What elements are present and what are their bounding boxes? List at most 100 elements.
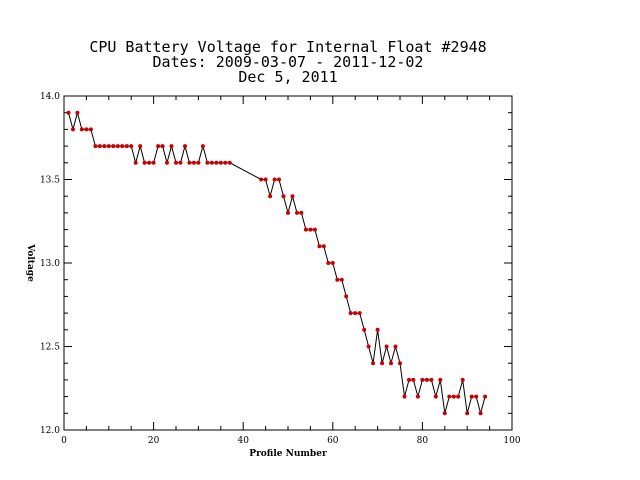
data-point bbox=[299, 210, 304, 215]
data-point bbox=[393, 344, 398, 349]
data-point bbox=[156, 144, 161, 149]
data-point bbox=[97, 144, 102, 149]
data-point bbox=[420, 377, 425, 382]
data-point bbox=[187, 160, 192, 165]
data-point bbox=[263, 177, 268, 182]
data-point bbox=[398, 361, 402, 366]
data-point bbox=[120, 144, 125, 149]
chart-title-line-2: Dates: 2009-03-07 - 2011-12-02 bbox=[153, 53, 424, 71]
x-axis-label: Profile Number bbox=[249, 449, 327, 459]
data-point bbox=[424, 377, 429, 382]
y-tick-label: 13.5 bbox=[40, 176, 60, 186]
data-point bbox=[308, 227, 313, 232]
x-axis-tick-labels: 0 20 40 60 80 100 bbox=[61, 436, 521, 446]
data-point bbox=[277, 177, 281, 182]
data-point bbox=[205, 160, 210, 165]
data-point bbox=[66, 110, 71, 115]
data-point bbox=[79, 127, 84, 132]
data-point bbox=[357, 311, 362, 316]
data-point bbox=[344, 294, 349, 299]
data-point bbox=[389, 361, 393, 366]
data-point bbox=[84, 127, 89, 132]
data-point bbox=[259, 177, 264, 182]
data-point bbox=[272, 177, 277, 182]
data-point bbox=[303, 227, 308, 232]
voltage-series-markers bbox=[66, 110, 488, 416]
data-point bbox=[183, 144, 187, 149]
x-tick-label: 0 bbox=[61, 436, 67, 446]
data-point bbox=[474, 394, 479, 399]
data-point bbox=[71, 127, 75, 132]
data-point bbox=[290, 194, 295, 199]
data-point bbox=[268, 194, 273, 199]
data-point bbox=[375, 327, 380, 332]
data-point bbox=[339, 277, 344, 282]
chart-title-line-1: CPU Battery Voltage for Internal Float #… bbox=[89, 38, 486, 56]
data-point bbox=[483, 394, 488, 399]
data-point bbox=[281, 194, 286, 199]
data-point bbox=[178, 160, 183, 165]
data-point bbox=[133, 160, 138, 165]
data-point bbox=[438, 377, 443, 382]
y-axis-tick-labels: 12.0 12.5 13.0 13.5 14.0 bbox=[40, 92, 60, 436]
y-tick-label: 12.5 bbox=[40, 343, 60, 353]
x-tick-label: 60 bbox=[327, 436, 339, 446]
data-point bbox=[106, 144, 111, 149]
data-point bbox=[353, 311, 358, 316]
data-point bbox=[335, 277, 340, 282]
data-point bbox=[151, 160, 156, 165]
data-point bbox=[223, 160, 228, 165]
data-point bbox=[415, 394, 420, 399]
data-point bbox=[75, 110, 80, 115]
data-point bbox=[326, 261, 331, 265]
data-point bbox=[371, 361, 376, 366]
data-point bbox=[447, 394, 452, 399]
data-point bbox=[169, 144, 174, 149]
data-point bbox=[402, 394, 407, 399]
data-point bbox=[312, 227, 317, 232]
data-point bbox=[362, 327, 367, 332]
y-axis-ticks bbox=[64, 95, 512, 431]
data-point bbox=[465, 411, 470, 416]
data-point bbox=[227, 160, 232, 165]
x-tick-label: 80 bbox=[417, 436, 429, 446]
data-point bbox=[348, 311, 353, 316]
data-point bbox=[433, 394, 438, 399]
data-point bbox=[478, 411, 483, 416]
data-point bbox=[456, 394, 461, 399]
data-point bbox=[129, 144, 134, 149]
data-point bbox=[196, 160, 201, 165]
data-point bbox=[160, 144, 165, 149]
x-tick-label: 100 bbox=[503, 436, 520, 446]
data-point bbox=[218, 160, 223, 165]
x-axis-ticks bbox=[63, 96, 513, 430]
data-point bbox=[102, 144, 107, 149]
data-point bbox=[429, 377, 434, 382]
data-point bbox=[321, 244, 326, 249]
data-point bbox=[142, 160, 147, 165]
data-point bbox=[286, 210, 290, 215]
data-point bbox=[460, 377, 465, 382]
y-tick-label: 13.0 bbox=[40, 259, 60, 269]
data-point bbox=[209, 160, 214, 165]
data-point bbox=[407, 377, 411, 382]
y-axis-label: Voltage bbox=[25, 243, 35, 282]
data-point bbox=[451, 394, 456, 399]
data-point bbox=[124, 144, 129, 149]
data-point bbox=[138, 144, 143, 149]
data-point bbox=[111, 144, 116, 149]
y-tick-label: 14.0 bbox=[40, 92, 60, 102]
x-tick-label: 20 bbox=[148, 436, 160, 446]
data-point bbox=[469, 394, 474, 399]
data-point bbox=[384, 344, 389, 349]
data-point bbox=[366, 344, 371, 349]
data-point bbox=[165, 160, 169, 165]
data-point bbox=[411, 377, 416, 382]
data-point bbox=[93, 144, 98, 149]
data-point bbox=[88, 127, 93, 132]
data-point bbox=[174, 160, 178, 165]
data-point bbox=[330, 261, 335, 265]
data-point bbox=[214, 160, 219, 165]
data-point bbox=[115, 144, 120, 149]
